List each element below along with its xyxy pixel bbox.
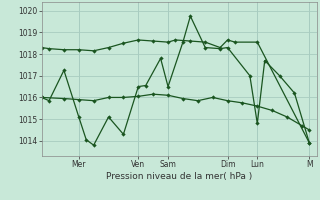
X-axis label: Pression niveau de la mer( hPa ): Pression niveau de la mer( hPa ): [106, 172, 252, 181]
